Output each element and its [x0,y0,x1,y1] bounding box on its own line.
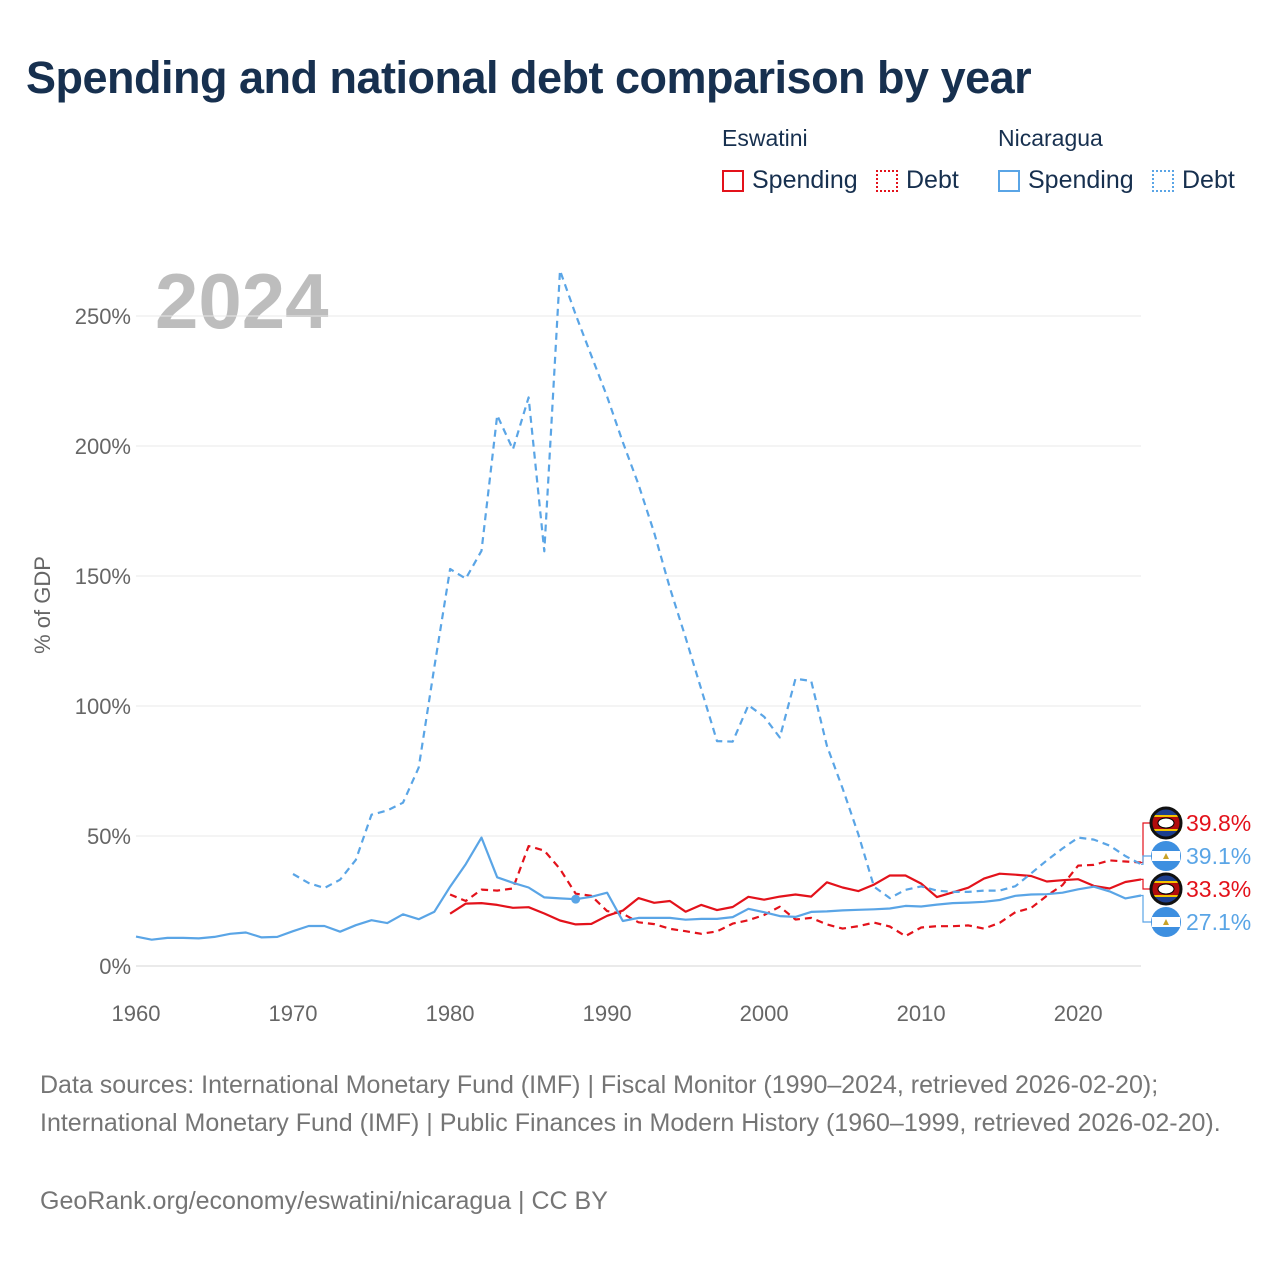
flag-shield [1157,883,1175,895]
legend-label: Spending [752,166,858,194]
y-tick-label: 150% [75,564,131,589]
solid-swatch-icon [722,169,744,192]
x-tick-label: 2020 [1054,1001,1103,1026]
x-tick-label: 2000 [740,1001,789,1026]
x-tick-label: 1990 [583,1001,632,1026]
legend-eswatini-debt[interactable]: Debt [876,166,959,195]
solid-swatch-icon [998,169,1020,192]
legend-label: Debt [1182,166,1235,194]
end-label-connector [1141,855,1151,865]
end-label-connector [1141,822,1151,864]
legend-nicaragua-spending[interactable]: Spending [998,166,1134,195]
data-sources: Data sources: International Monetary Fun… [40,1071,1221,1137]
chart-title: Spending and national debt comparison by… [26,52,1032,103]
end-value-label: 39.1% [1186,843,1251,869]
end-value-label: 33.3% [1186,876,1251,902]
year-watermark: 2024 [155,257,329,345]
end-label-connector [1141,878,1151,890]
y-tick-label: 200% [75,434,131,459]
end-value-label: 27.1% [1186,909,1251,935]
dotted-swatch-icon [876,169,898,192]
y-tick-label: 0% [99,954,131,979]
y-tick-label: 50% [87,824,131,849]
legend-label: Debt [906,166,959,194]
flag-ring [1149,806,1183,840]
series-line-eswatini-debt [449,844,1142,938]
dotted-swatch-icon [1152,169,1174,192]
legend-label: Spending [1028,166,1134,194]
legend-group-eswatini: Eswatini [722,125,808,151]
credit-link[interactable]: GeoRank.org/economy/eswatini/nicaragua |… [40,1187,608,1215]
end-value-label: 39.8% [1186,810,1251,836]
series-line-eswatini-spending [449,872,1142,926]
legend-group-nicaragua: Nicaragua [998,125,1103,151]
flag-emblem [1163,853,1169,859]
hover-point [571,894,581,904]
series-line-nicaragua-spending [135,836,1142,941]
y-tick-label: 100% [75,694,131,719]
x-tick-label: 1960 [112,1001,161,1026]
series-line-nicaragua-debt [292,269,1142,900]
x-tick-label: 1980 [426,1001,475,1026]
flag-emblem [1163,919,1169,925]
flag-shield [1157,817,1175,829]
legend-eswatini-spending[interactable]: Spending [722,166,858,195]
y-tick-label: 250% [75,304,131,329]
flag-ring [1149,872,1183,906]
end-label-connector [1141,894,1151,923]
legend-nicaragua-debt[interactable]: Debt [1152,166,1235,195]
x-tick-label: 2010 [897,1001,946,1026]
x-tick-label: 1970 [269,1001,318,1026]
